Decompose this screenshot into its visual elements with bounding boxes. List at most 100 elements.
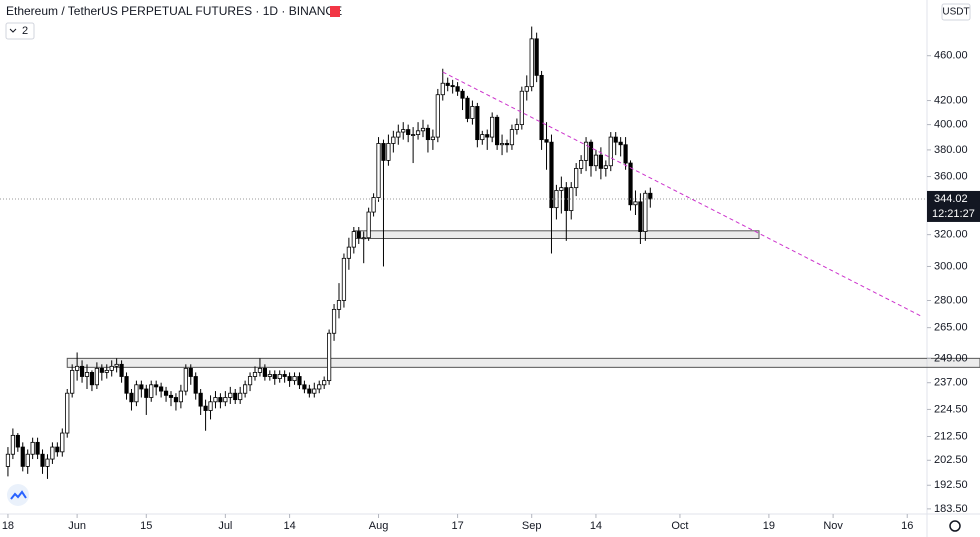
x-tick-label: Jun (68, 520, 86, 532)
candle-body (193, 376, 198, 394)
candle-body (376, 143, 381, 198)
candle-body (544, 139, 549, 143)
candle-body (583, 141, 589, 161)
candle-body (336, 300, 342, 310)
candle-body (223, 397, 228, 403)
y-tick-label: 320.00 (934, 229, 968, 241)
candle-body (25, 453, 30, 467)
flag-icon[interactable] (330, 6, 340, 17)
x-tick-label: 15 (140, 520, 152, 532)
candle-body (213, 397, 218, 403)
candle-body (391, 136, 396, 144)
candle-body (119, 363, 124, 377)
zone (353, 230, 760, 240)
candle-body (282, 374, 287, 377)
candle-body (168, 394, 174, 398)
candle-body (356, 231, 361, 239)
candle-body (178, 390, 183, 403)
candle-body (519, 90, 524, 126)
candle-body (574, 168, 579, 189)
candle-body (257, 367, 263, 373)
logo[interactable] (7, 484, 29, 506)
candle-body (529, 38, 534, 88)
candle-body (534, 38, 539, 76)
candle-body (10, 434, 15, 455)
candle-body (495, 116, 500, 146)
candle-body (20, 446, 25, 467)
candle-body (411, 134, 416, 136)
candle-body (415, 130, 421, 135)
chart-title[interactable]: Ethereum / TetherUS PERPETUAL FUTURES · … (6, 4, 342, 18)
candle-body (460, 90, 465, 99)
candle-body (94, 367, 99, 386)
indicator-toggle[interactable] (5, 22, 35, 40)
candle-body (588, 141, 594, 167)
candle-body (450, 85, 455, 88)
y-tick-label: 300.00 (934, 260, 968, 272)
x-tick-label: Oct (671, 520, 688, 532)
candle-body (124, 376, 129, 394)
chevron-icon (9, 28, 17, 33)
candle-body (381, 143, 386, 161)
x-tick-label: 18 (2, 520, 14, 532)
y-tick-label: 360.00 (934, 170, 968, 182)
candle-body (638, 201, 643, 232)
candle-body (109, 365, 114, 371)
candle-body (252, 372, 258, 377)
candle-body (633, 201, 638, 206)
candle-body (243, 384, 248, 394)
candle-body (292, 376, 297, 382)
candle-body (465, 97, 470, 119)
candle-body (104, 369, 109, 373)
candle-body (65, 392, 70, 434)
x-tick-label: 16 (901, 520, 913, 532)
candle-body (15, 434, 20, 448)
last-price-box (927, 190, 980, 222)
candle-body (569, 187, 574, 211)
candle-body (60, 432, 65, 453)
candle-body (188, 367, 193, 377)
x-tick-label: Jul (218, 520, 232, 532)
candle-body (198, 392, 203, 407)
x-tick-label: 17 (451, 520, 463, 532)
candle-body (613, 136, 618, 143)
candle-body (40, 453, 45, 467)
currency-box[interactable] (941, 3, 971, 21)
candle-body (435, 94, 440, 138)
candle-body (30, 441, 35, 455)
candle-body (203, 405, 208, 411)
candle-body (312, 388, 317, 394)
candle-body (228, 392, 233, 398)
candle-body (50, 446, 55, 460)
x-tick-label: 14 (590, 520, 602, 532)
candle-body (79, 365, 85, 377)
candle-body (386, 143, 391, 161)
candle-body (509, 129, 515, 146)
candle-body (579, 159, 584, 169)
candle-body (247, 376, 253, 386)
candle-body (173, 397, 179, 403)
y-tick-label: 192.50 (934, 479, 968, 491)
candle-body (70, 369, 75, 394)
candle-body (371, 197, 376, 213)
candle-body (159, 386, 164, 392)
trendline (442, 71, 923, 318)
candle-body (183, 367, 188, 392)
candle-body (485, 134, 490, 138)
y-tick-label: 380.00 (934, 144, 968, 156)
x-tick-label: Nov (823, 520, 843, 532)
candle-body (643, 192, 648, 232)
candle-body (420, 127, 426, 132)
candle-body (331, 308, 337, 334)
plot-area (0, 26, 980, 479)
settings-icon[interactable] (949, 520, 961, 532)
y-tick-label: 265.00 (934, 322, 968, 334)
candle-body (608, 136, 613, 167)
y-tick-label: 224.50 (934, 403, 968, 415)
candle-body (623, 144, 628, 164)
candle-body (322, 380, 327, 386)
candle-body (598, 154, 603, 169)
candle-body (401, 129, 406, 133)
candle-body (307, 388, 312, 394)
